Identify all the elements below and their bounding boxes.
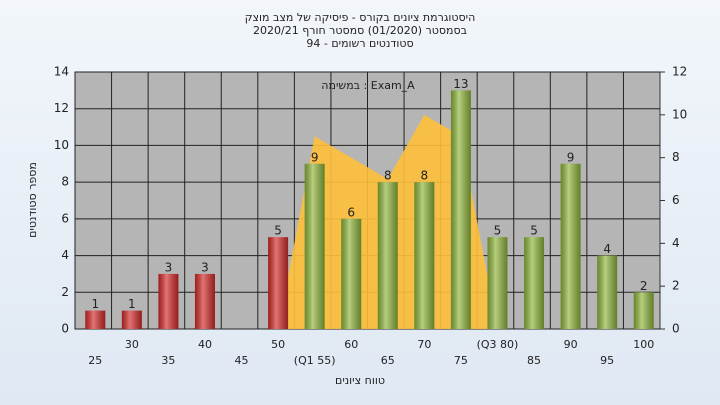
data-label: 8 (384, 169, 392, 183)
bar-shade (304, 163, 325, 329)
x-axis-label: טווח ציונים (335, 374, 385, 387)
data-label: 6 (347, 205, 355, 219)
data-label: 3 (165, 260, 173, 274)
y2-tick-label: 10 (672, 107, 687, 121)
bar-shade (121, 310, 142, 329)
data-label: 9 (567, 150, 575, 164)
x-tick-label: (Q3 80) (477, 338, 519, 351)
y2-tick-label: 6 (672, 193, 680, 207)
y-tick-label: 10 (54, 138, 69, 152)
data-label: 4 (603, 242, 611, 256)
x-tick-label: 95 (600, 354, 614, 367)
y2-tick-label: 8 (672, 150, 680, 164)
data-label: 1 (128, 297, 136, 311)
chart-subtitle: סטודנטים רשומים - 94 (306, 37, 413, 50)
x-tick-label: 60 (344, 338, 358, 351)
data-label: 13 (453, 77, 468, 91)
x-tick-label: 75 (454, 354, 468, 367)
x-tick-label: 65 (381, 354, 395, 367)
x-tick-label: 35 (161, 354, 175, 367)
chart-subtitle: בסמסטר (01/2020) סמסטר חורף 2020/21 (253, 24, 467, 37)
bar-shade (597, 255, 618, 329)
bar-shade (194, 273, 215, 329)
y-tick-label: 8 (61, 175, 69, 189)
x-tick-label: 70 (417, 338, 431, 351)
bar-shade (487, 237, 508, 329)
y-tick-label: 4 (61, 248, 69, 262)
y-axis-label: מספר סטודנטים (26, 162, 39, 238)
y-tick-label: 14 (54, 65, 69, 79)
x-tick-label: 40 (198, 338, 212, 351)
data-label: 8 (421, 169, 429, 183)
y-tick-label: 6 (61, 211, 69, 225)
data-label: 3 (201, 260, 209, 274)
x-tick-label: (Q1 55) (294, 354, 336, 367)
data-label: 1 (91, 297, 99, 311)
y-tick-label: 2 (61, 285, 69, 299)
bar-shade (158, 273, 179, 329)
bar-shade (341, 218, 362, 329)
y-tick-label: 12 (54, 101, 69, 115)
data-label: 5 (494, 224, 502, 238)
bar-shade (524, 237, 545, 329)
x-tick-label: 85 (527, 354, 541, 367)
bar-shade (450, 90, 471, 329)
x-tick-label: 50 (271, 338, 285, 351)
y-tick-label: 0 (61, 322, 69, 336)
annotation: במשימה : Exam_A (321, 79, 415, 92)
y2-tick-label: 12 (672, 65, 687, 79)
data-label: 9 (311, 150, 319, 164)
x-tick-label: 30 (125, 338, 139, 351)
bar-shade (633, 292, 654, 329)
data-label: 2 (640, 279, 648, 293)
x-tick-label: 45 (235, 354, 249, 367)
x-tick-label: 25 (88, 354, 102, 367)
x-tick-label: 90 (564, 338, 578, 351)
x-tick-label: 100 (633, 338, 654, 351)
bar-shade (414, 182, 435, 329)
data-label: 5 (530, 224, 538, 238)
bar-shade (560, 163, 581, 329)
bar-shade (377, 182, 398, 329)
y2-tick-label: 4 (672, 236, 680, 250)
bar-shade (268, 237, 289, 329)
bar-shade (85, 310, 106, 329)
chart-title: היסטוגרמת ציונים בקורס - פיסיקה של מצב מ… (245, 11, 476, 24)
data-label: 5 (274, 224, 282, 238)
y2-tick-label: 2 (672, 279, 680, 293)
y2-tick-label: 0 (672, 322, 680, 336)
